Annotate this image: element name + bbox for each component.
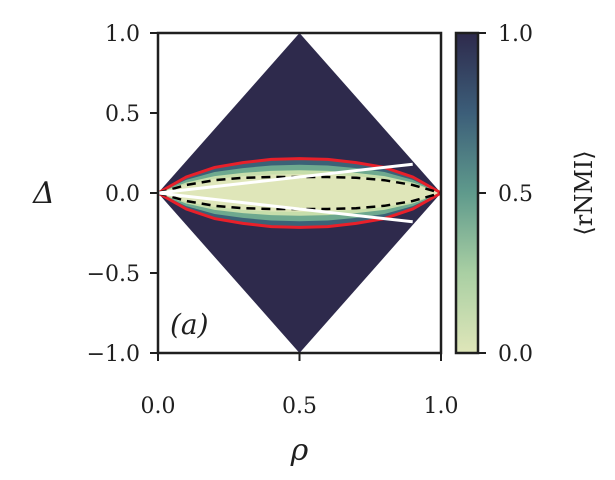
x-axis-label: ρ [290, 433, 309, 468]
y-tick-label: 0.0 [105, 182, 140, 207]
y-tick-label: 1.0 [105, 22, 140, 47]
colorbar-label: ⟨rNMI⟩ [570, 150, 598, 235]
colorbar-gradient [454, 31, 480, 355]
y-tick-label: −0.5 [87, 262, 140, 287]
y-tick-label: 0.5 [105, 102, 140, 127]
white-line-lower [157, 191, 413, 224]
axes: 0.0 0.5 1.0 1.0 0.5 0.0 −0.5 −1.0 ρ Δ [32, 22, 458, 468]
colorbar-tick-label: 0.0 [498, 342, 533, 367]
plot-area: (a) [157, 33, 442, 353]
colorbar-tick-label: 1.0 [498, 22, 533, 47]
red-curve-lower [157, 191, 442, 229]
y-axis-label: Δ [32, 176, 55, 211]
y-tick-label: −1.0 [87, 342, 140, 367]
colorbar-tick-label: 0.5 [498, 182, 533, 207]
x-tick-label: 0.0 [141, 394, 176, 419]
white-line-upper [157, 162, 413, 195]
colorbar: 1.0 0.5 0.0 ⟨rNMI⟩ [454, 22, 598, 367]
x-tick-label: 1.0 [424, 394, 459, 419]
panel-label: (a) [170, 308, 209, 341]
red-curve-upper [157, 157, 442, 195]
x-tick-label: 0.5 [282, 394, 317, 419]
